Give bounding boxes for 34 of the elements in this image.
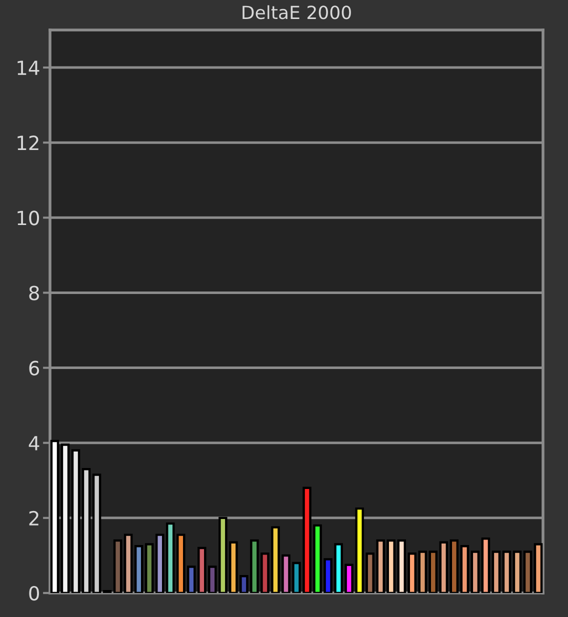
y-tick-label: 6 [29, 360, 40, 376]
y-tick-label: 2 [29, 510, 38, 526]
bar [134, 544, 144, 593]
y-tick-label: 4 [28, 436, 40, 450]
bar [481, 537, 490, 593]
bar [502, 550, 512, 593]
bar [144, 543, 154, 593]
bar [71, 449, 80, 593]
bar [450, 539, 459, 593]
bar [428, 550, 438, 593]
y-tick-label: 0 [29, 586, 39, 601]
bar [155, 534, 164, 593]
bar [92, 474, 102, 593]
bar [60, 444, 70, 593]
y-tick-label: 14 [18, 60, 40, 75]
bar [418, 550, 428, 593]
bar [470, 550, 480, 593]
y-tick-label: 10 [18, 210, 39, 226]
bar [492, 550, 501, 593]
y-tick-label: 8 [29, 286, 39, 300]
bar [534, 543, 543, 593]
bar [82, 468, 91, 593]
bar [523, 550, 532, 593]
bar [512, 550, 522, 593]
bar [460, 544, 470, 593]
y-tick-label: 12 [18, 136, 38, 150]
chart-title: DeltaE 2000 [242, 5, 351, 20]
bar [408, 552, 416, 593]
bar [113, 539, 122, 593]
bar [439, 541, 448, 593]
bar [50, 440, 60, 593]
bar [124, 534, 133, 593]
bar [176, 534, 186, 593]
bar [166, 522, 175, 593]
